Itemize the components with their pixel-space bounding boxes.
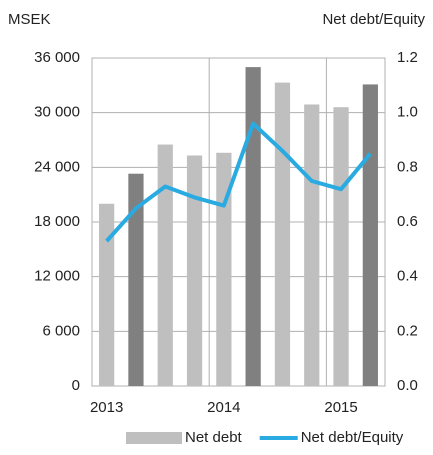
bar [99, 203, 115, 386]
bar [245, 67, 261, 386]
y-tick-label: 6 000 [42, 322, 80, 339]
y-tick-label: 0 [72, 377, 80, 394]
y2-tick-label: 0.6 [397, 213, 418, 230]
y2-tick-label: 1.0 [397, 104, 418, 121]
bar [157, 144, 173, 386]
bar [274, 82, 291, 386]
plot-frame [91, 57, 386, 387]
y-tick-label: 36 000 [34, 49, 80, 66]
y-tick-label: 12 000 [34, 268, 80, 285]
bar [362, 84, 378, 386]
y2-tick-label: 0.2 [397, 322, 418, 339]
x-tick-label: 2014 [207, 399, 240, 416]
legend-label: Net debt/Equity [301, 429, 404, 446]
y-tick-label: 18 000 [34, 213, 80, 230]
y2-axis-label: Net debt/Equity [322, 11, 425, 28]
x-tick-label: 2013 [90, 399, 123, 416]
y-axis-label: MSEK [8, 11, 51, 28]
bar [216, 152, 232, 386]
legend-swatch [126, 432, 182, 444]
bar [128, 173, 144, 386]
y-tick-label: 24 000 [34, 158, 80, 175]
y2-tick-label: 0.8 [397, 158, 418, 175]
y-tick-label: 30 000 [34, 104, 80, 121]
legend-label: Net debt [185, 429, 243, 446]
y2-tick-label: 1.2 [397, 49, 418, 66]
bar [304, 104, 320, 386]
y2-tick-label: 0.4 [397, 268, 418, 285]
line [105, 121, 372, 243]
bar [333, 107, 349, 386]
x-tick-label: 2015 [324, 399, 357, 416]
bar [186, 155, 203, 386]
y2-tick-label: 0.0 [397, 377, 418, 394]
